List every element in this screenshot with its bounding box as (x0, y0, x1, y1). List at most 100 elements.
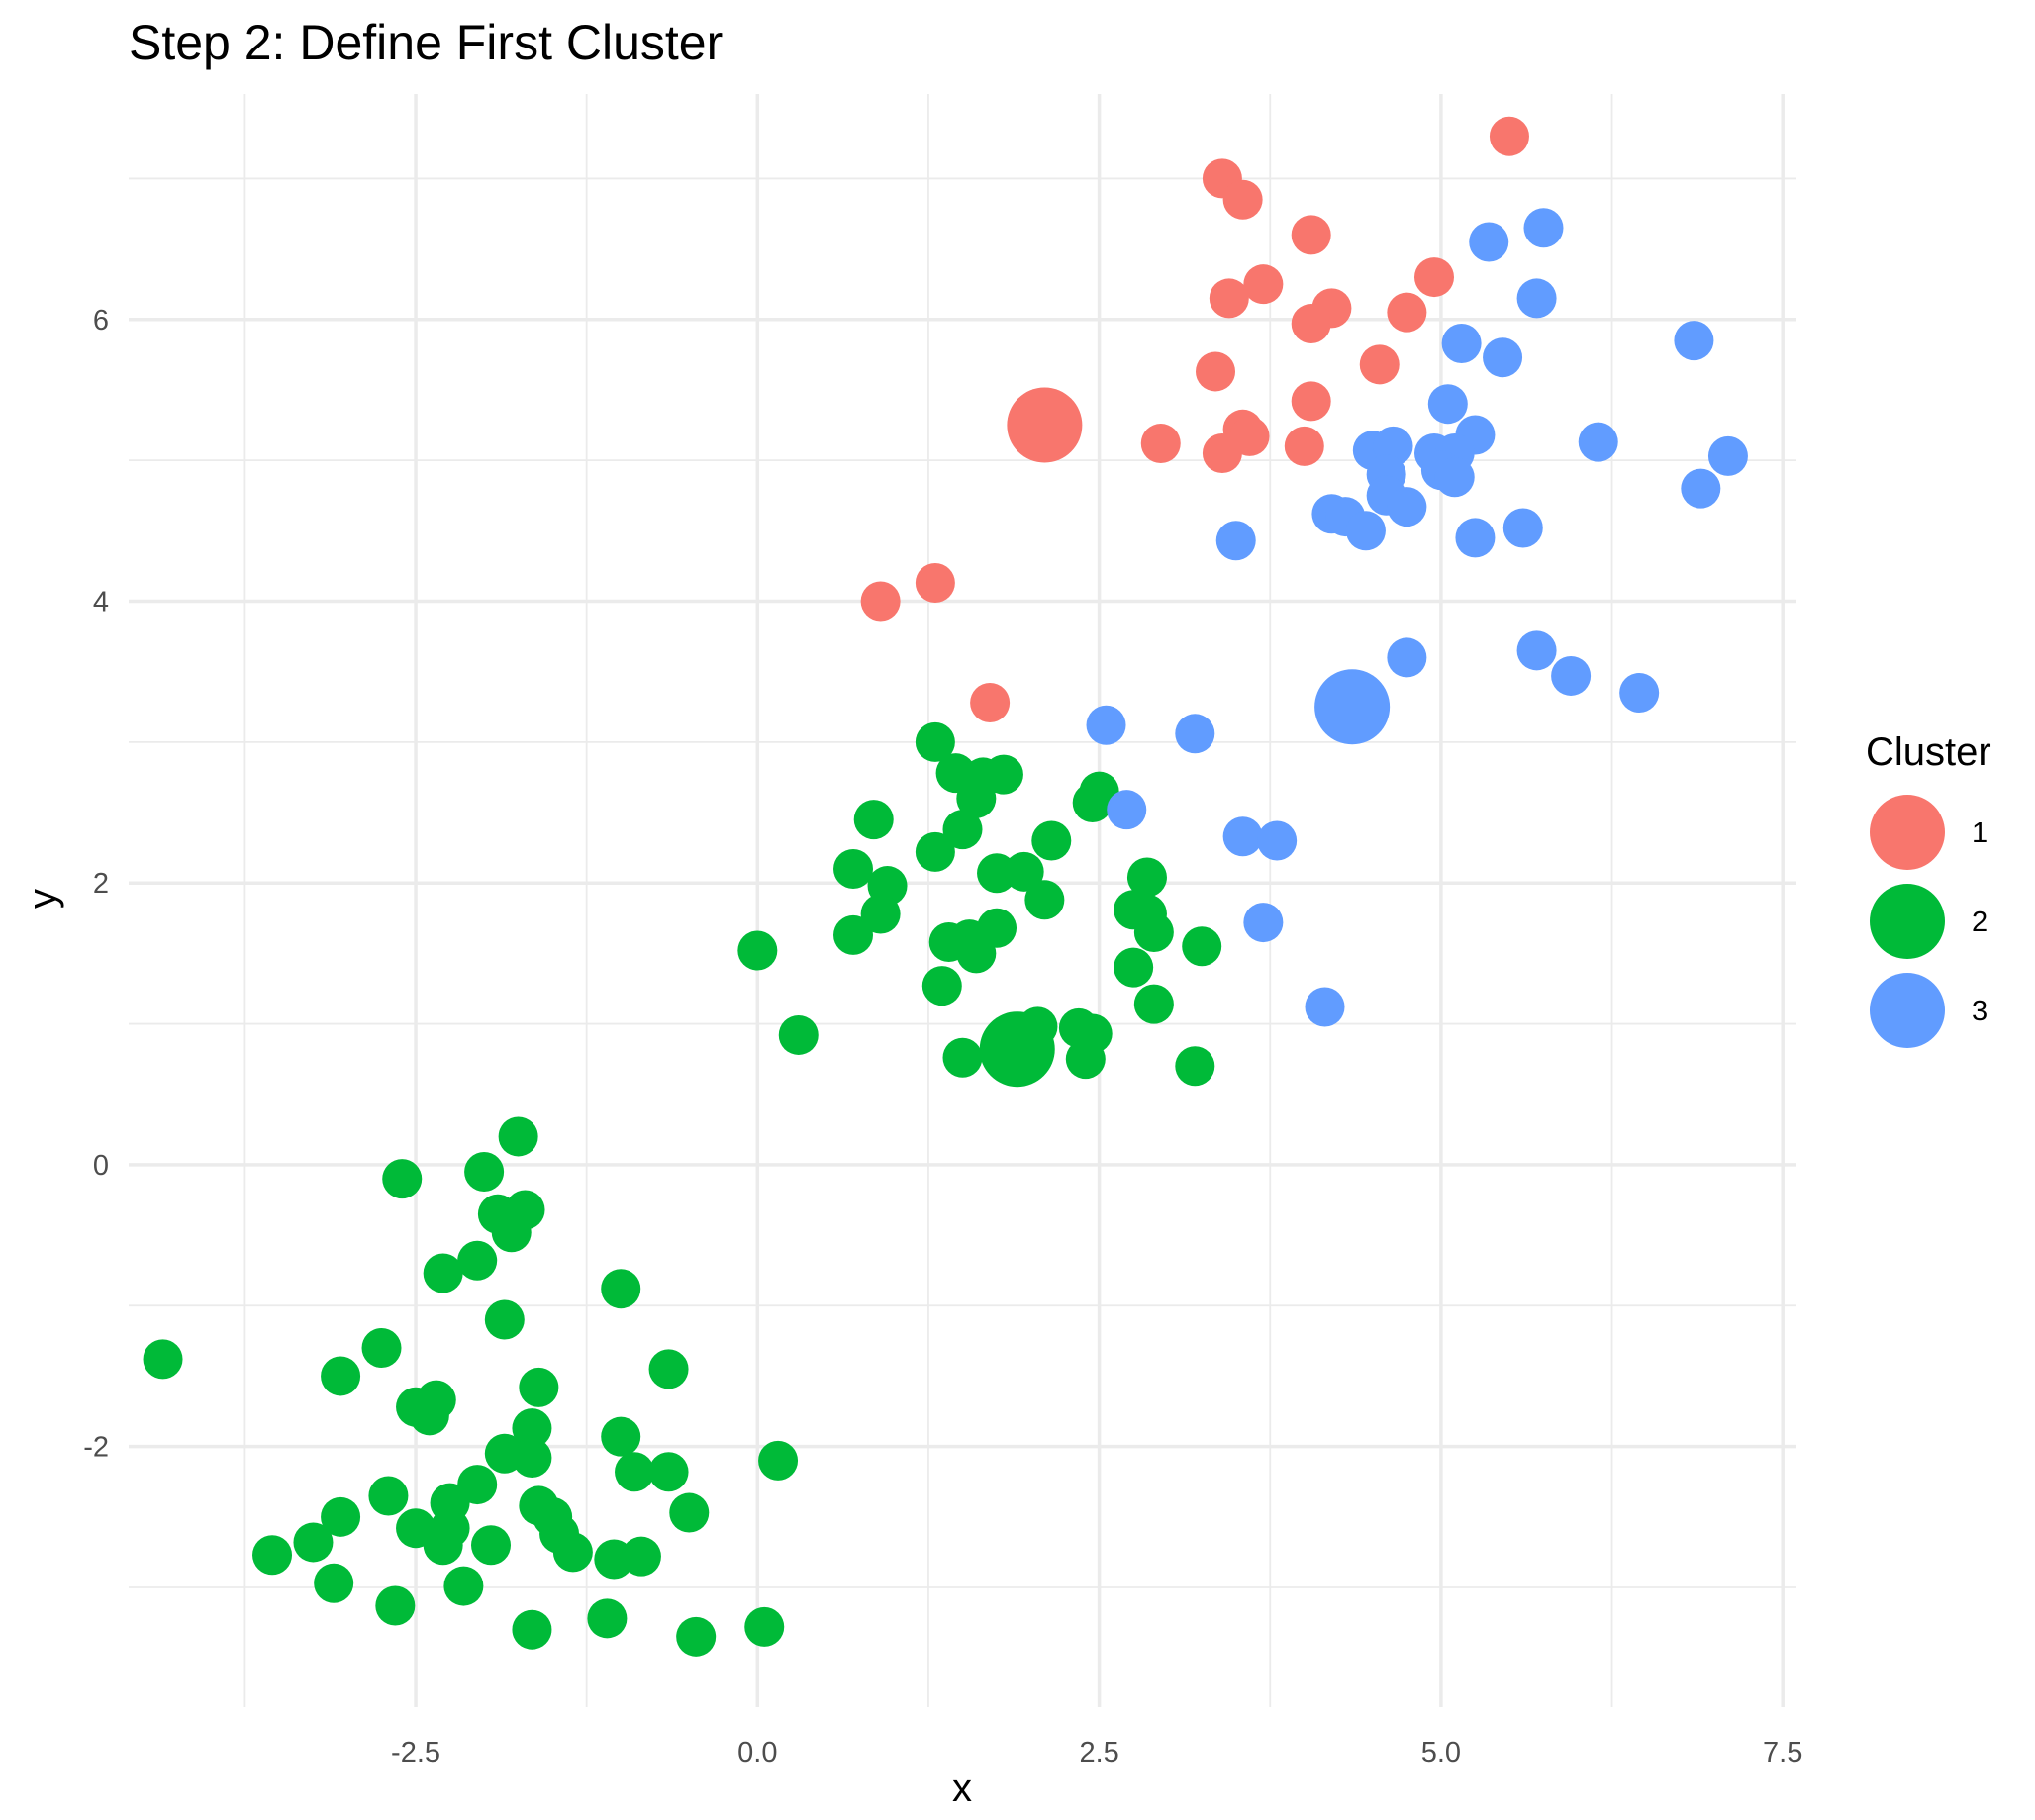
data-point (1359, 344, 1400, 385)
data-point (1441, 323, 1482, 363)
data-point (1387, 487, 1427, 527)
data-point (484, 1299, 525, 1340)
data-point (1305, 987, 1345, 1027)
centroid-point (1007, 387, 1083, 463)
data-point (423, 1253, 463, 1293)
y-tick-labels: -2 0 2 4 6 (83, 305, 109, 1464)
legend-entries: 1 2 3 (1870, 795, 1987, 1048)
data-point (621, 1536, 661, 1577)
data-point (833, 848, 874, 889)
legend-key (1870, 795, 1945, 870)
data-point (1086, 705, 1126, 745)
data-point (1619, 673, 1660, 714)
legend-label: 2 (1972, 907, 1987, 938)
data-point (833, 914, 874, 955)
data-point (744, 1606, 785, 1647)
data-point (1516, 630, 1557, 671)
data-point (1140, 424, 1181, 464)
x-tick-label: 0.0 (737, 1737, 777, 1769)
data-point (1489, 116, 1529, 156)
data-point (1243, 903, 1284, 943)
data-point (519, 1367, 559, 1407)
data-point (1209, 278, 1249, 319)
data-point (423, 1525, 463, 1566)
data-point (915, 721, 955, 762)
data-point (737, 930, 778, 971)
data-point (1284, 426, 1324, 466)
data-point (1387, 292, 1427, 333)
data-point (860, 581, 901, 622)
data-point (1072, 783, 1113, 823)
data-point (1215, 521, 1256, 561)
data-point (587, 1598, 628, 1639)
data-point (491, 1212, 532, 1253)
data-point (758, 1440, 799, 1481)
data-point (648, 1349, 689, 1389)
data-point (1413, 257, 1454, 298)
data-point (1126, 857, 1167, 898)
data-point (471, 1525, 512, 1566)
data-point (321, 1356, 361, 1396)
data-point (1502, 508, 1543, 548)
data-point (1065, 1039, 1106, 1080)
data-point (970, 682, 1011, 722)
data-point (1222, 179, 1263, 220)
data-point (1291, 215, 1331, 255)
points-layer (143, 116, 1748, 1657)
data-point (1182, 926, 1222, 967)
data-point (409, 1395, 449, 1436)
data-point (443, 1566, 484, 1606)
y-tick-label: -2 (83, 1432, 109, 1464)
data-point (1031, 820, 1072, 861)
data-point (512, 1609, 552, 1650)
data-point (382, 1159, 423, 1199)
y-tick-label: 4 (93, 586, 109, 618)
data-point (1291, 381, 1331, 422)
data-point (853, 800, 894, 840)
y-tick-label: 2 (93, 868, 109, 900)
y-tick-label: 6 (93, 305, 109, 336)
y-tick-label: 0 (93, 1150, 109, 1182)
data-point (1004, 851, 1044, 892)
data-point (1133, 912, 1174, 953)
data-point (1291, 304, 1331, 344)
legend-label: 3 (1972, 996, 1987, 1027)
data-point (1202, 433, 1242, 474)
data-point (457, 1240, 498, 1281)
legend-label: 1 (1972, 817, 1987, 849)
x-tick-label: 5.0 (1421, 1737, 1461, 1769)
x-tick-label: -2.5 (391, 1737, 440, 1769)
data-point (1387, 637, 1427, 678)
data-point (1024, 880, 1065, 920)
data-point (676, 1616, 717, 1657)
data-point (1175, 714, 1215, 754)
data-point (361, 1327, 402, 1368)
legend-key (1870, 884, 1945, 959)
data-point (252, 1535, 293, 1576)
data-point (1222, 816, 1263, 857)
data-point (1551, 655, 1592, 696)
data-point (1455, 518, 1496, 558)
legend-key (1870, 973, 1945, 1048)
x-tick-labels: -2.5 0.0 2.5 5.0 7.5 (391, 1737, 1802, 1769)
data-point (1427, 384, 1468, 425)
data-point (1674, 321, 1714, 361)
data-point (1114, 947, 1154, 988)
data-point (293, 1522, 334, 1563)
y-axis-title: y (21, 889, 64, 909)
data-point (1345, 511, 1386, 551)
x-axis-title: x (952, 1767, 972, 1810)
data-point (915, 831, 955, 872)
data-point (1243, 264, 1284, 305)
data-point (314, 1563, 354, 1603)
data-point (921, 966, 962, 1006)
data-point (615, 1452, 655, 1492)
data-point (778, 1014, 819, 1055)
data-point (1257, 820, 1298, 861)
grid-layer (129, 94, 1796, 1707)
data-point (860, 894, 901, 934)
data-point (321, 1496, 361, 1537)
chart-title: Step 2: Define First Cluster (129, 15, 723, 70)
data-point (956, 933, 997, 974)
